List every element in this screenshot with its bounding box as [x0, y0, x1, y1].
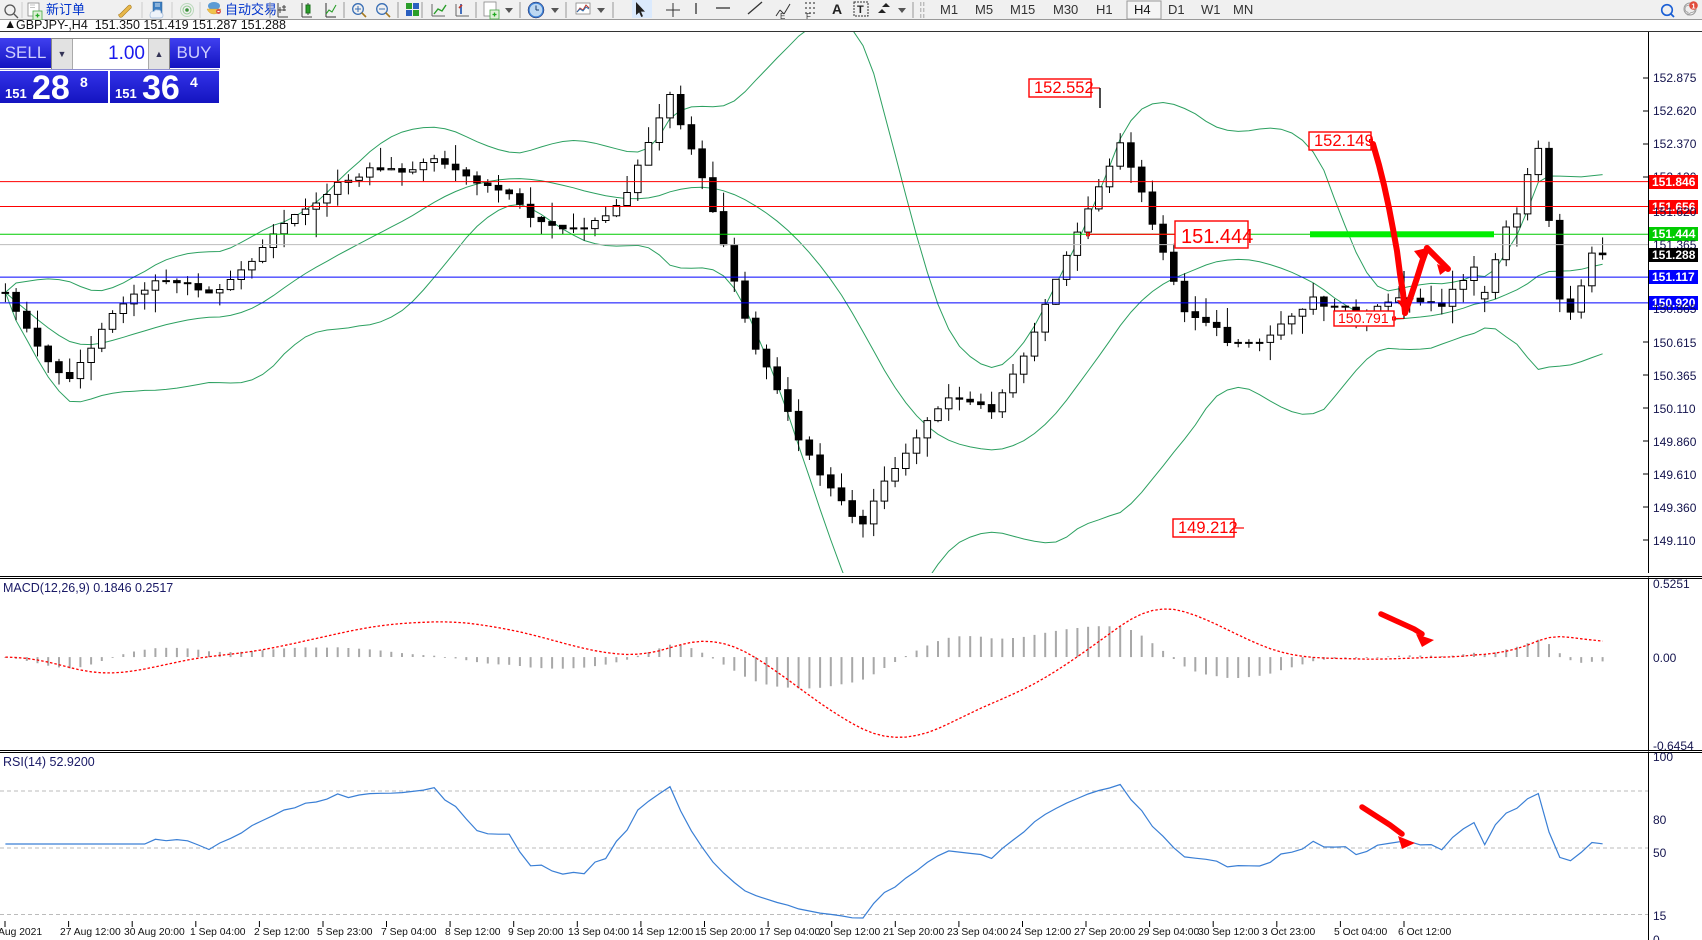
svg-text:152.149: 152.149	[1314, 132, 1374, 150]
svg-text:H1: H1	[1096, 2, 1113, 17]
svg-text:149.212: 149.212	[1178, 519, 1238, 537]
svg-text:M1: M1	[940, 2, 958, 17]
svg-text:T: T	[857, 4, 864, 16]
svg-text:150.791: 150.791	[1338, 310, 1389, 326]
svg-text:E: E	[780, 12, 785, 20]
svg-text:D1: D1	[1168, 2, 1185, 17]
svg-text:MN: MN	[1233, 2, 1253, 17]
svg-text:152.552: 152.552	[1034, 79, 1094, 97]
svg-text:W1: W1	[1201, 2, 1221, 17]
svg-text:M5: M5	[975, 2, 993, 17]
svg-text:151.444: 151.444	[1181, 226, 1253, 248]
svg-text:F: F	[806, 12, 811, 20]
svg-text:A: A	[832, 1, 842, 17]
svg-text:M15: M15	[1010, 2, 1035, 17]
svg-text:自动交易: 自动交易	[225, 2, 277, 17]
svg-text:1: 1	[1691, 1, 1695, 10]
svg-text:M30: M30	[1053, 2, 1078, 17]
svg-text:H4: H4	[1134, 2, 1151, 17]
svg-text:新订单: 新订单	[46, 2, 85, 17]
